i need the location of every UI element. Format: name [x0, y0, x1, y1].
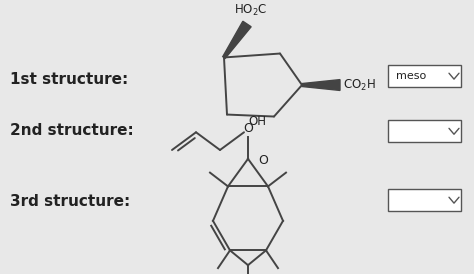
Text: meso: meso — [396, 71, 426, 81]
Text: 2nd structure:: 2nd structure: — [10, 123, 134, 138]
Bar — [388, 65, 461, 87]
Text: OH: OH — [248, 115, 266, 128]
Text: O: O — [243, 122, 253, 135]
Text: O: O — [258, 154, 268, 167]
Bar — [388, 121, 461, 142]
Text: 3rd structure:: 3rd structure: — [10, 194, 130, 209]
Polygon shape — [223, 21, 251, 58]
Text: CO$_2$H: CO$_2$H — [343, 78, 376, 93]
Text: 1st structure:: 1st structure: — [10, 72, 128, 87]
Bar — [388, 189, 461, 211]
Polygon shape — [302, 80, 340, 90]
Text: HO$_2$C: HO$_2$C — [234, 3, 267, 18]
